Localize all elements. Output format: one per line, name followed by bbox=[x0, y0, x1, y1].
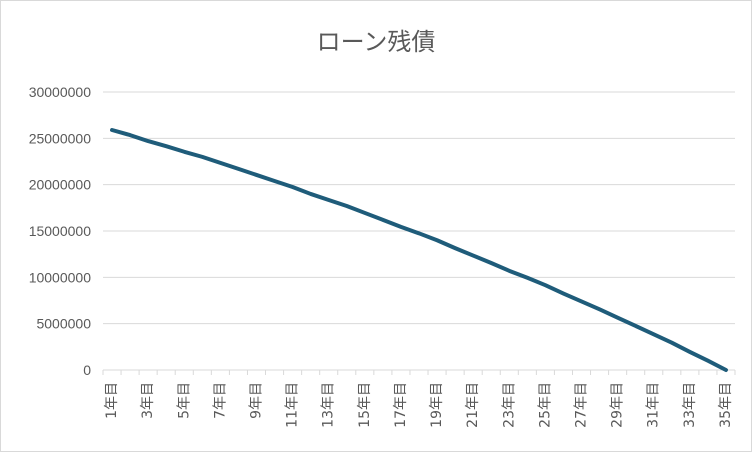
data-point bbox=[616, 316, 620, 320]
x-tick-label: 11年目 bbox=[285, 382, 301, 428]
data-point bbox=[453, 246, 457, 250]
data-point bbox=[236, 167, 240, 171]
data-point bbox=[652, 332, 656, 336]
data-point bbox=[688, 350, 692, 354]
chart-title: ローン残債 bbox=[316, 28, 436, 56]
y-tick-label: 0 bbox=[83, 362, 91, 378]
data-point bbox=[670, 341, 674, 345]
data-point bbox=[291, 185, 295, 189]
data-point bbox=[110, 128, 114, 132]
data-point bbox=[435, 238, 439, 242]
data-point bbox=[164, 144, 168, 148]
data-point bbox=[471, 254, 475, 258]
data-point bbox=[345, 204, 349, 208]
data-point bbox=[146, 139, 150, 143]
x-tick-label: 27年目 bbox=[574, 382, 590, 428]
data-point bbox=[561, 292, 565, 296]
data-point bbox=[724, 368, 728, 372]
x-tick-label: 31年目 bbox=[646, 382, 662, 428]
data-point bbox=[543, 283, 547, 287]
data-point bbox=[200, 155, 204, 159]
x-tick-label: 15年目 bbox=[357, 382, 373, 428]
y-tick-label: 5000000 bbox=[36, 316, 91, 332]
data-point bbox=[507, 269, 511, 273]
x-tick-label: 29年目 bbox=[610, 382, 626, 428]
y-tick-label: 25000000 bbox=[29, 130, 92, 146]
x-tick-label: 5年目 bbox=[176, 382, 192, 419]
data-point bbox=[254, 173, 258, 177]
y-tick-label: 15000000 bbox=[29, 223, 92, 239]
data-point bbox=[218, 161, 222, 165]
x-tick-label: 13年目 bbox=[321, 382, 337, 428]
y-tick-label: 30000000 bbox=[29, 84, 92, 100]
x-tick-label: 35年目 bbox=[718, 382, 734, 428]
x-tick-label: 23年目 bbox=[501, 382, 517, 428]
x-tick-label: 1年目 bbox=[104, 382, 120, 419]
data-point bbox=[598, 307, 602, 311]
data-point bbox=[489, 261, 493, 265]
x-tick-label: 9年目 bbox=[248, 382, 264, 419]
series-line bbox=[110, 127, 728, 372]
data-point bbox=[309, 192, 313, 196]
data-point bbox=[381, 218, 385, 222]
x-tick-label: 3年目 bbox=[140, 382, 156, 419]
data-point bbox=[525, 276, 529, 280]
y-tick-label: 10000000 bbox=[29, 269, 92, 285]
data-point bbox=[417, 231, 421, 235]
data-point bbox=[363, 211, 367, 215]
x-tick-label: 25年目 bbox=[537, 382, 553, 428]
data-point bbox=[399, 225, 403, 229]
data-point bbox=[634, 324, 638, 328]
data-point bbox=[706, 359, 710, 363]
data-point bbox=[128, 133, 132, 137]
x-tick-label: 33年目 bbox=[682, 382, 698, 428]
x-tick-label: 17年目 bbox=[393, 382, 409, 428]
x-tick-label: 7年目 bbox=[212, 382, 228, 419]
y-tick-label: 20000000 bbox=[29, 177, 92, 193]
x-tick-label: 21年目 bbox=[465, 382, 481, 428]
data-point bbox=[273, 179, 277, 183]
data-point bbox=[182, 150, 186, 154]
data-point bbox=[580, 299, 584, 303]
x-tick-label: 19年目 bbox=[429, 382, 445, 428]
data-point bbox=[327, 198, 331, 202]
